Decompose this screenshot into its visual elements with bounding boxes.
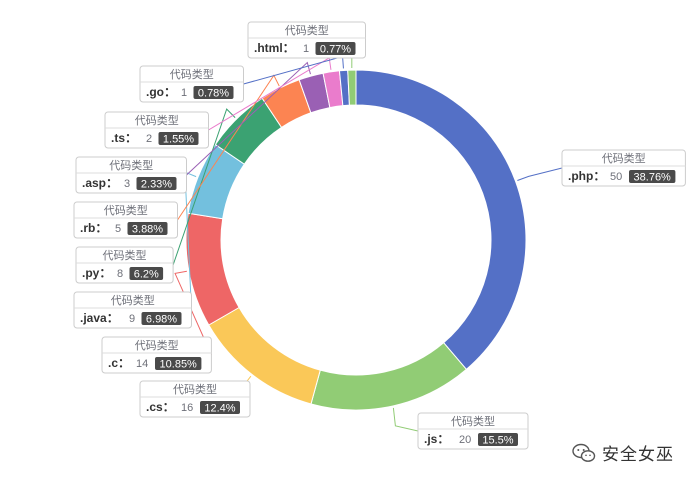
- label-title: 代码类型: [104, 203, 148, 217]
- label-value: 14: [136, 358, 148, 370]
- label-percent-badge: [129, 267, 164, 280]
- label-percent: 15.5%: [482, 435, 513, 447]
- label-name: .py：: [82, 266, 111, 280]
- label-title: 代码类型: [173, 382, 217, 396]
- leader-line: [174, 270, 212, 356]
- label-percent: 6.98%: [146, 314, 177, 326]
- label-percent-badge: [127, 222, 168, 235]
- label-percent: 2.33%: [141, 179, 172, 191]
- label-percent: 10.85%: [160, 359, 198, 371]
- label-name: .php：: [568, 169, 605, 183]
- slice-labels: 代码类型.php： 50 38.76%代码类型.js： 20 15.5%代码类型.cs：…: [73, 21, 686, 450]
- label-title: 代码类型: [451, 414, 495, 428]
- label-percent-badge: [136, 177, 177, 190]
- slices: [185, 69, 527, 411]
- label-percent-badge: [315, 42, 356, 55]
- label-js: 代码类型.js： 20 15.5%: [417, 412, 529, 450]
- slice-js[interactable]: [310, 342, 468, 411]
- label-title: 代码类型: [135, 113, 179, 127]
- label-name: .rb：: [80, 221, 107, 235]
- label-php: 代码类型 .php： 50 38.76%: [561, 149, 686, 187]
- label-value: 20: [459, 434, 471, 446]
- label-value: 1: [181, 87, 187, 99]
- slice-html[interactable]: [347, 69, 357, 106]
- label-value: 2: [146, 133, 152, 145]
- leader-line: [392, 407, 419, 432]
- label-c: 代码类型 .c： 14 10.85%: [101, 336, 212, 374]
- label-name: .c：: [108, 356, 130, 370]
- label-title: 代码类型: [135, 338, 179, 352]
- label-cs: 代码类型 .cs： 16 12.4%: [139, 380, 251, 418]
- label-percent-badge: [155, 357, 202, 370]
- label-value: 3: [124, 178, 130, 190]
- label-percent: 3.88%: [132, 224, 163, 236]
- label-name: .ts：: [111, 131, 137, 145]
- label-percent: 38.76%: [634, 172, 672, 184]
- label-title: 代码类型: [602, 151, 646, 165]
- label-percent-badge: [193, 86, 234, 99]
- label-java: 代码类型 .java： 9 6.98%: [73, 291, 192, 329]
- slice-c[interactable]: [185, 212, 240, 326]
- label-percent: 0.77%: [320, 44, 351, 56]
- label-name: .html：: [254, 41, 295, 55]
- label-value: 9: [129, 313, 135, 325]
- label-title: 代码类型: [170, 67, 214, 81]
- label-ts: 代码类型 .ts： 2 1.55%: [104, 111, 209, 149]
- leader-line: [517, 167, 563, 181]
- label-value: 5: [115, 223, 121, 235]
- label-value: 8: [117, 268, 123, 280]
- label-name: .go：: [146, 85, 176, 99]
- label-title: 代码类型: [109, 158, 153, 172]
- label-title: 代码类型: [103, 248, 147, 262]
- label-percent: 1.55%: [163, 134, 194, 146]
- label-percent: 6.2%: [134, 269, 159, 281]
- label-py: 代码类型 .py： 8 6.2%: [75, 246, 174, 284]
- wechat-icon: [572, 443, 596, 462]
- label-percent-badge: [629, 170, 676, 183]
- watermark: 安全女巫: [572, 440, 674, 465]
- label-percent-badge: [141, 312, 182, 325]
- label-percent-badge: [158, 132, 199, 145]
- label-value: 1: [303, 43, 309, 55]
- label-percent-badge: [200, 401, 240, 414]
- label-title: 代码类型: [111, 293, 155, 307]
- label-go: 代码类型 .go： 1 0.78%: [139, 65, 244, 103]
- label-name: .java：: [80, 311, 119, 325]
- label-value: 16: [181, 402, 193, 414]
- label-name: .asp：: [82, 176, 118, 190]
- label-name: .js：: [424, 432, 449, 446]
- label-value: 50: [610, 171, 622, 183]
- watermark-text: 安全女巫: [602, 445, 674, 464]
- label-rb: 代码类型 .rb： 5 3.88%: [73, 201, 178, 239]
- label-title: 代码类型: [285, 23, 329, 37]
- leader-line: [172, 108, 236, 266]
- label-asp: 代码类型 .asp： 3 2.33%: [75, 156, 187, 194]
- slice-php[interactable]: [355, 69, 527, 371]
- label-name: .cs：: [146, 400, 175, 414]
- label-html: 代码类型 .html： 1 0.77%: [247, 21, 366, 59]
- label-percent: 12.4%: [204, 403, 235, 415]
- label-percent: 0.78%: [198, 88, 229, 100]
- label-percent-badge: [478, 433, 518, 446]
